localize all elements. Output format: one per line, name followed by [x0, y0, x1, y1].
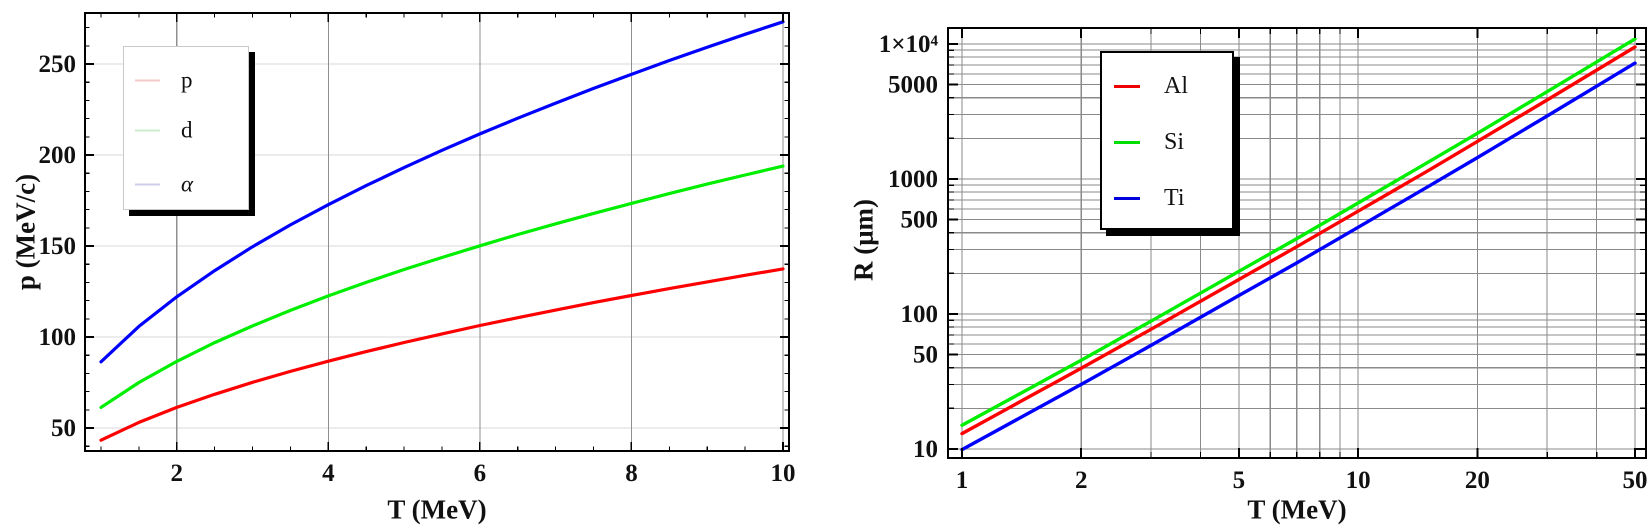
y-tick-label: 200 [39, 142, 77, 169]
legend-item-ti: Ti [1102, 186, 1232, 210]
range-legend: Al Si Ti [1100, 51, 1234, 230]
range-y-axis-title: R (μm) [848, 198, 879, 282]
y-tick-label: 100 [901, 301, 939, 328]
p-series-swatch [135, 79, 160, 81]
legend-item-alpha: α [124, 173, 248, 196]
x-tick-label: 2 [1075, 467, 1088, 494]
legend-label-si: Si [1164, 129, 1185, 155]
legend-item-p: p [124, 69, 248, 92]
y-tick-label: 5000 [888, 72, 938, 99]
legend-item-d: d [124, 119, 248, 142]
x-tick-label: 10 [771, 460, 796, 487]
x-tick-label: 10 [1346, 467, 1371, 494]
gridlines [948, 28, 1646, 458]
momentum-chart: 2 4 6 8 10 50 100 150 200 250 p (MeV/c) T (MeV) p… [0, 0, 820, 532]
d-series-swatch [135, 129, 160, 131]
legend-label-alpha: α [181, 171, 194, 197]
al-series-swatch [1114, 84, 1140, 88]
curve-d [99, 164, 785, 409]
range-plot-canvas: 1 2 5 10 20 50 10 50 100 500 1000 5000 1×10⁴ [879, 26, 1648, 494]
y-tick-label: 50 [913, 342, 938, 369]
tick-labels: 1 2 5 10 20 50 10 50 100 500 1000 5000 1×10⁴ [879, 31, 1648, 494]
ti-series-swatch [1114, 196, 1140, 200]
y-tick-label: 1×10⁴ [879, 31, 939, 58]
legend-item-si: Si [1102, 130, 1232, 154]
curve-α [99, 20, 785, 364]
x-tick-label: 1 [956, 467, 969, 494]
series-curves [99, 20, 785, 442]
ticks [85, 13, 789, 451]
y-tick-label: 50 [51, 415, 76, 442]
x-tick-label: 4 [322, 460, 335, 487]
ticks [948, 28, 1646, 458]
curve-Si [960, 37, 1637, 427]
momentum-legend: p d α [123, 46, 249, 210]
x-tick-label: 6 [474, 460, 487, 487]
momentum-y-axis-title: p (MeV/c) [10, 173, 41, 291]
x-tick-label: 50 [1623, 467, 1648, 494]
range-x-axis-title: T (MeV) [1247, 494, 1347, 525]
legend-label-p: p [181, 67, 193, 93]
legend-label-d: d [181, 117, 193, 143]
x-tick-label: 5 [1233, 467, 1246, 494]
si-series-swatch [1114, 140, 1140, 144]
y-tick-label: 100 [39, 324, 77, 351]
series-curves [960, 37, 1637, 452]
x-tick-label: 20 [1465, 467, 1490, 494]
x-tick-label: 2 [171, 460, 184, 487]
range-chart: 1 2 5 10 20 50 10 50 100 500 1000 5000 1×10⁴ R (μm) … [820, 0, 1651, 532]
legend-label-al: Al [1164, 73, 1188, 99]
legend-label-ti: Ti [1164, 185, 1185, 211]
curve-Al [960, 45, 1637, 436]
y-tick-label: 1000 [888, 166, 938, 193]
x-tick-label: 8 [625, 460, 638, 487]
plot-frame [84, 12, 790, 452]
legend-item-al: Al [1102, 74, 1232, 98]
y-tick-label: 10 [913, 436, 938, 463]
curve-Ti [960, 61, 1637, 452]
alpha-series-swatch [135, 183, 160, 185]
curve-p [99, 267, 785, 442]
tick-labels: 2 4 6 8 10 50 100 150 200 250 [39, 51, 796, 487]
y-tick-label: 250 [39, 51, 77, 78]
y-tick-label: 150 [39, 233, 77, 260]
y-tick-label: 500 [901, 207, 939, 234]
momentum-x-axis-title: T (MeV) [387, 494, 487, 525]
